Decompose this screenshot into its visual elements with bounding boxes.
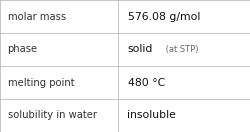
Text: solid: solid <box>128 44 153 55</box>
Text: melting point: melting point <box>8 77 74 88</box>
Text: solubility in water: solubility in water <box>8 110 96 121</box>
Text: phase: phase <box>8 44 38 55</box>
Text: (at STP): (at STP) <box>163 45 198 54</box>
Text: 576.08 g/mol: 576.08 g/mol <box>128 11 200 22</box>
Text: molar mass: molar mass <box>8 11 66 22</box>
Text: insoluble: insoluble <box>128 110 176 121</box>
Text: 480 °C: 480 °C <box>128 77 165 88</box>
